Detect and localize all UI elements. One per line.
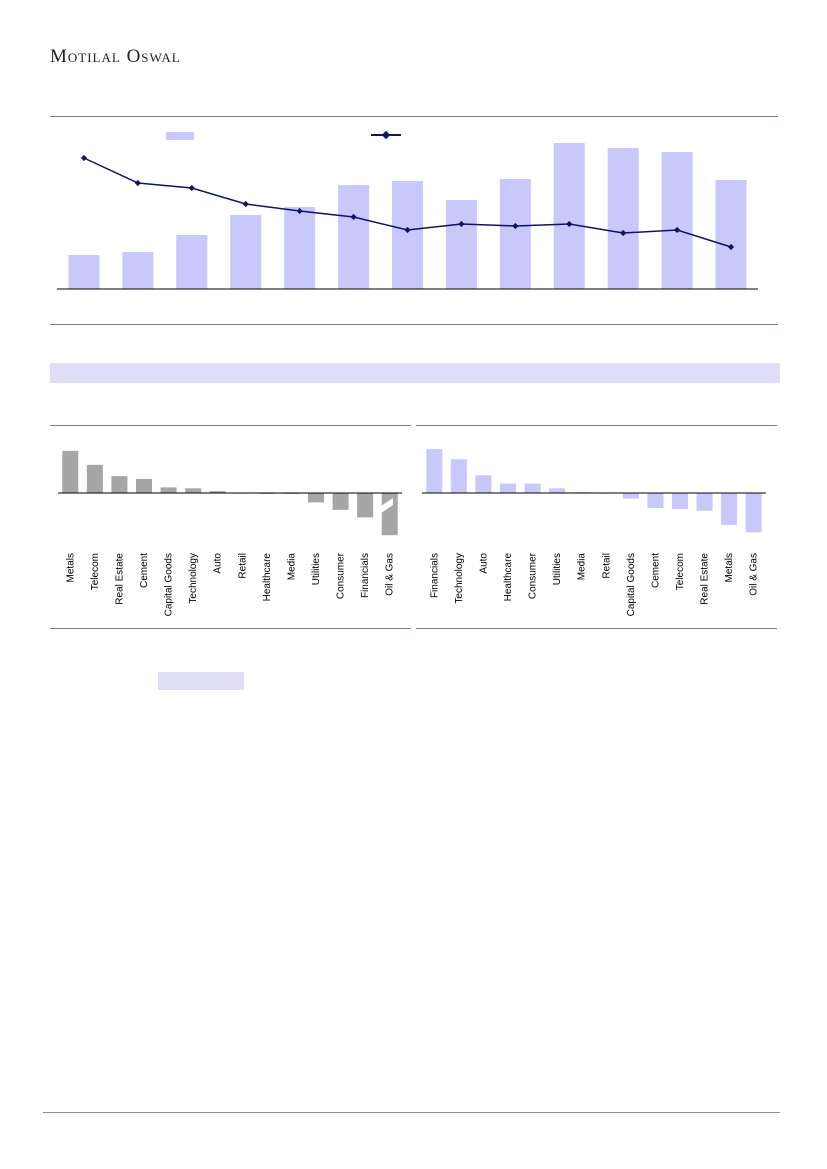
top-bar <box>499 179 531 289</box>
top-bar <box>392 181 423 289</box>
left-category-label: Consumer <box>336 552 347 599</box>
right-bar <box>622 493 639 499</box>
left-bar <box>209 491 226 493</box>
right-bar <box>745 493 762 533</box>
highlight-box <box>158 672 244 690</box>
left-category-label: Technology <box>188 553 199 604</box>
top-bar <box>338 185 370 289</box>
right-category-label: Capital Goods <box>626 553 637 616</box>
right-bar <box>647 493 664 508</box>
left-chart-top-rule <box>50 425 411 426</box>
left-category-label: Financials <box>360 553 371 598</box>
top-bar <box>230 215 262 289</box>
left-category-label: Utilities <box>311 553 322 585</box>
right-bar <box>426 448 443 493</box>
brand-logo: Motilal Oswal <box>50 46 181 67</box>
top-bar <box>661 152 693 289</box>
top-bar <box>176 235 208 289</box>
right-bar <box>549 488 566 493</box>
top-bar <box>445 200 477 289</box>
legend-bar-swatch <box>166 132 194 140</box>
top-bar <box>715 180 747 289</box>
right-chart-bottom-rule <box>416 628 777 629</box>
right-bar <box>696 493 713 511</box>
right-category-label: Real Estate <box>700 553 711 605</box>
left-bar <box>160 487 177 493</box>
left-category-label: Healthcare <box>262 553 273 602</box>
right-category-label: Healthcare <box>503 553 514 602</box>
left-category-label: Oil & Gas <box>385 553 396 596</box>
right-bar <box>450 459 467 493</box>
left-category-label: Cement <box>139 553 150 588</box>
top-bar <box>122 252 154 289</box>
right-category-label: Auto <box>478 553 489 574</box>
right-chart-top-rule <box>416 425 777 426</box>
left-category-label: Real Estate <box>114 553 125 605</box>
footer-rule <box>43 1112 780 1113</box>
top-bar <box>284 207 316 289</box>
left-axis-break-mark <box>375 498 393 517</box>
right-bar <box>524 483 541 493</box>
top-bar <box>68 255 100 289</box>
left-bar <box>357 493 374 518</box>
left-bar <box>136 478 152 493</box>
right-category-label: Utilities <box>552 553 563 585</box>
right-category-label: Telecom <box>675 553 686 590</box>
right-category-label: Oil & Gas <box>749 553 760 596</box>
top-chart-top-rule <box>50 116 778 117</box>
top-chart-bottom-rule <box>50 324 778 325</box>
left-bar <box>332 493 349 510</box>
right-category-label: Cement <box>650 553 661 588</box>
left-category-label: Metals <box>65 553 76 582</box>
section-header-band <box>50 363 780 383</box>
right-category-label: Metals <box>724 553 735 582</box>
left-bar <box>185 488 202 493</box>
left-chart-bottom-rule <box>50 628 411 629</box>
right-bar <box>672 493 688 509</box>
left-category-label: Capital Goods <box>164 553 175 616</box>
left-bar <box>308 493 324 503</box>
right-category-label: Retail <box>601 553 612 579</box>
left-bar <box>111 476 128 493</box>
right-category-label: Consumer <box>528 552 539 599</box>
right-bar <box>475 475 492 493</box>
left-category-label: Media <box>286 553 297 581</box>
right-category-label: Media <box>577 553 588 581</box>
left-bar <box>62 450 79 493</box>
right-bar <box>721 493 738 525</box>
right-category-label: Financials <box>429 553 440 598</box>
top-line-point <box>80 154 88 162</box>
right-bar <box>500 483 516 493</box>
left-bar <box>86 464 103 493</box>
top-bar <box>607 148 639 289</box>
right-category-label: Technology <box>454 553 465 604</box>
left-category-label: Auto <box>213 553 224 574</box>
top-bar <box>553 143 585 289</box>
top-line-point <box>188 184 195 192</box>
left-category-label: Retail <box>237 553 248 579</box>
top-line-point <box>134 179 141 187</box>
left-category-label: Telecom <box>90 553 101 590</box>
